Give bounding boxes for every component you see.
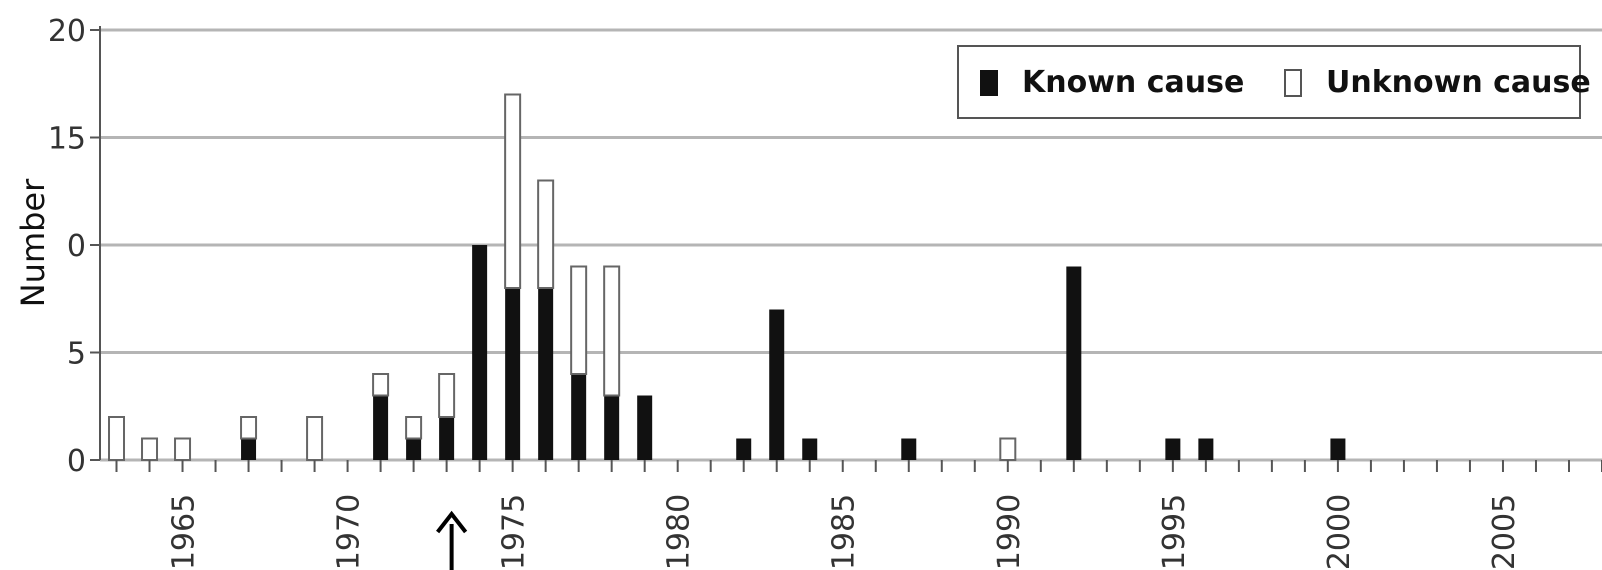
- x-tick-label: 1995: [1157, 494, 1192, 570]
- legend-label-unknown: Unknown cause: [1326, 65, 1591, 100]
- bar-unknown-cause: [306, 416, 324, 461]
- y-tick-label: 15: [48, 122, 86, 157]
- legend-swatch-unknown: [1284, 69, 1302, 97]
- x-tick-label: 1975: [497, 494, 532, 570]
- legend-label-known: Known cause: [1022, 65, 1244, 100]
- legend-swatch-known: [980, 70, 998, 96]
- bar-unknown-cause: [240, 416, 258, 440]
- bar-known-cause: [439, 417, 455, 460]
- x-tick-label: 2005: [1487, 494, 1522, 570]
- bar-unknown-cause: [438, 373, 456, 418]
- x-tick-label: 1965: [167, 494, 202, 570]
- axes: [90, 26, 1602, 472]
- y-tick-label: 0: [67, 444, 86, 479]
- bar-known-cause: [538, 288, 554, 460]
- bar-unknown-cause: [174, 437, 192, 461]
- tick-labels: 0 5 0 15 20 1965 1970 1975 1980 1985 1990 1995 2000 2…: [48, 14, 1522, 570]
- bar-unknown-cause: [999, 437, 1017, 461]
- x-tick-label: 1970: [332, 494, 367, 570]
- bar-known-cause: [1165, 438, 1181, 460]
- bar-known-cause: [1198, 438, 1214, 460]
- bar-known-cause: [1066, 266, 1082, 460]
- bar-known-cause: [505, 288, 521, 460]
- y-tick-label: 20: [48, 14, 86, 49]
- bar-unknown-cause: [405, 416, 423, 440]
- bar-unknown-cause: [108, 416, 126, 461]
- bar-unknown-cause: [537, 179, 555, 289]
- legend: Known cause Unknown cause: [957, 45, 1591, 119]
- bar-known-cause: [472, 245, 488, 460]
- bar-known-cause: [1330, 438, 1346, 460]
- annotation-arrow: [436, 510, 468, 570]
- arrow-head: [436, 510, 468, 534]
- grid-lines: [100, 28, 1602, 462]
- bar-unknown-cause: [504, 93, 522, 289]
- bar-known-cause: [736, 438, 752, 460]
- bar-unknown-cause: [603, 265, 621, 397]
- x-tick-label: 1980: [662, 494, 697, 570]
- legend-box: [957, 45, 1581, 119]
- bars: [108, 93, 1346, 461]
- bar-unknown-cause: [570, 265, 588, 375]
- bar-known-cause: [604, 395, 620, 460]
- bar-known-cause: [406, 438, 422, 460]
- bar-known-cause: [241, 438, 257, 460]
- x-tick-label: 2000: [1322, 494, 1357, 570]
- bar-known-cause: [373, 395, 389, 460]
- x-tick-label: 1990: [992, 494, 1027, 570]
- y-tick-label: 5: [67, 337, 86, 372]
- bar-known-cause: [769, 309, 785, 460]
- bar-known-cause: [637, 395, 653, 460]
- bar-known-cause: [802, 438, 818, 460]
- y-tick-label: 0: [67, 229, 86, 264]
- bar-unknown-cause: [141, 437, 159, 461]
- bar-unknown-cause: [372, 373, 390, 397]
- y-axis-title: Number: [14, 178, 52, 307]
- bar-known-cause: [901, 438, 917, 460]
- x-tick-label: 1985: [827, 494, 862, 570]
- bar-known-cause: [571, 374, 587, 460]
